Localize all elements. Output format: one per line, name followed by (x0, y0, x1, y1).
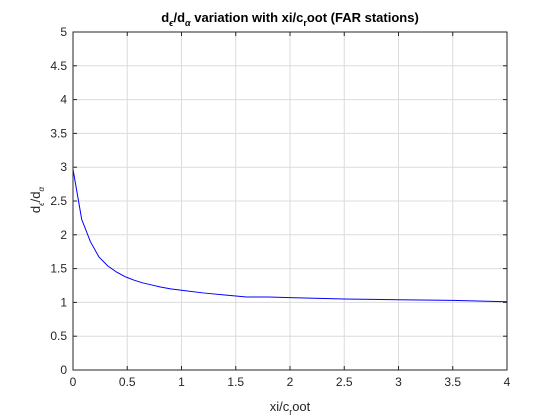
series-layer (72, 169, 508, 303)
y-tick-label: 1 (60, 295, 67, 309)
y-axis-label: dϵ/dα (28, 186, 46, 213)
ticks (72, 31, 508, 371)
y-tick-label: 3 (60, 160, 67, 174)
x-tick-label: 2 (287, 375, 294, 389)
y-tick-label: 3.5 (50, 126, 67, 140)
x-tick-label: 0.5 (119, 375, 136, 389)
x-tick-label: 2.5 (336, 375, 353, 389)
x-tick-label: 3.5 (444, 375, 461, 389)
tick-labels: 0 0.5 1 1.5 2 2.5 3 3.5 4 0 0.5 1 1.5 2 2.5 3 3.5 4 4.5 5 (50, 25, 510, 389)
y-tick-label: 0 (60, 363, 67, 377)
chart-title: dϵ/dα variation with xi/croot (FAR stati… (161, 10, 419, 28)
x-tick-label: 1 (178, 375, 185, 389)
y-tick-label: 2 (60, 228, 67, 242)
x-tick-label: 3 (395, 375, 402, 389)
x-tick-label: 4 (504, 375, 511, 389)
y-tick-label: 5 (60, 25, 67, 39)
x-tick-label: 0 (70, 375, 77, 389)
y-tick-label: 0.5 (50, 329, 67, 343)
y-tick-label: 1.5 (50, 262, 67, 276)
y-tick-label: 4 (60, 93, 67, 107)
series-line (72, 169, 508, 303)
x-axis-label: xi/croot (270, 399, 311, 417)
x-tick-label: 1.5 (227, 375, 244, 389)
y-tick-label: 4.5 (50, 59, 67, 73)
y-tick-label: 2.5 (50, 194, 67, 208)
grid (72, 31, 508, 371)
